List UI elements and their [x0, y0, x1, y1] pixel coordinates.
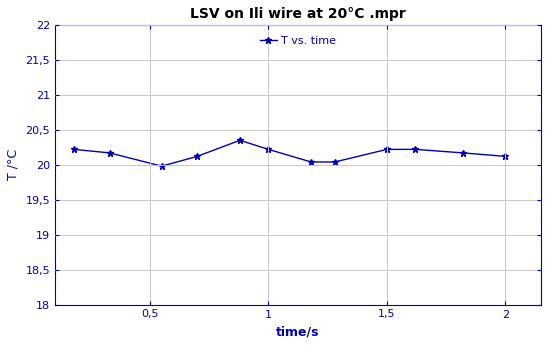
Y-axis label: T /°C: T /°C: [7, 149, 20, 180]
T vs. time: [194, 154, 201, 158]
T vs. time: [237, 138, 243, 142]
Title: LSV on Ili wire at 20°C .mpr: LSV on Ili wire at 20°C .mpr: [190, 7, 406, 21]
T vs. time: [71, 147, 77, 151]
T vs. time: [332, 160, 338, 164]
T vs. time: [460, 151, 466, 155]
Line: T vs. time: T vs. time: [71, 137, 509, 170]
X-axis label: time/s: time/s: [276, 325, 320, 338]
T vs. time: [158, 164, 165, 168]
T vs. time: [106, 151, 113, 155]
T vs. time: [502, 154, 509, 158]
T vs. time: [265, 147, 272, 151]
T vs. time: [308, 160, 315, 164]
T vs. time: [384, 147, 390, 151]
Legend: T vs. time: T vs. time: [260, 36, 336, 46]
T vs. time: [412, 147, 419, 151]
